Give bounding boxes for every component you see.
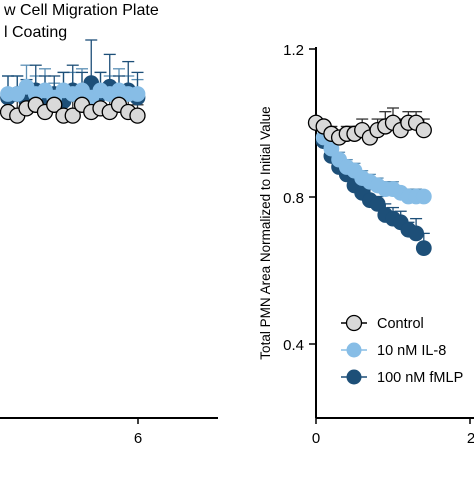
y-tick-label-0.8: 0.8	[283, 190, 304, 207]
y-axis-label: Total PMN Area Normalized to Initial Val…	[258, 106, 273, 359]
data-point-fmlp	[415, 240, 432, 257]
left-title-line-1: w Cell Migration Plate	[3, 2, 159, 19]
left-plot-area	[0, 39, 146, 124]
data-point-fmlp	[408, 225, 425, 242]
legend-fmlp-label: 100 nM fMLP	[377, 370, 463, 386]
y-tick-label-1.2: 1.2	[283, 42, 304, 59]
data-point-control	[129, 107, 146, 124]
y-tick-label-0.4: 0.4	[283, 337, 304, 354]
legend-fmlp-marker	[346, 369, 362, 385]
data-point-control	[46, 96, 63, 113]
legend-il8-label: 10 nM IL-8	[377, 343, 446, 359]
data-point-control	[415, 121, 432, 139]
data-point-il8	[129, 86, 146, 102]
data-point-control	[64, 107, 81, 124]
x-tick-label-2: 2	[467, 430, 474, 447]
left-x-tick-label: 6	[134, 430, 142, 447]
legend-control-marker	[345, 314, 363, 332]
legend: Control 10 nM IL-8 100 nM fMLP	[341, 314, 463, 386]
data-point-fmlp	[369, 195, 386, 212]
x-tick-label-0: 0	[312, 430, 320, 447]
left-title-line-2: l Coating	[4, 24, 67, 41]
right-plot-area	[307, 107, 432, 257]
data-point-il8	[415, 188, 432, 205]
legend-il8-marker	[346, 342, 362, 358]
legend-control-label: Control	[377, 316, 424, 332]
